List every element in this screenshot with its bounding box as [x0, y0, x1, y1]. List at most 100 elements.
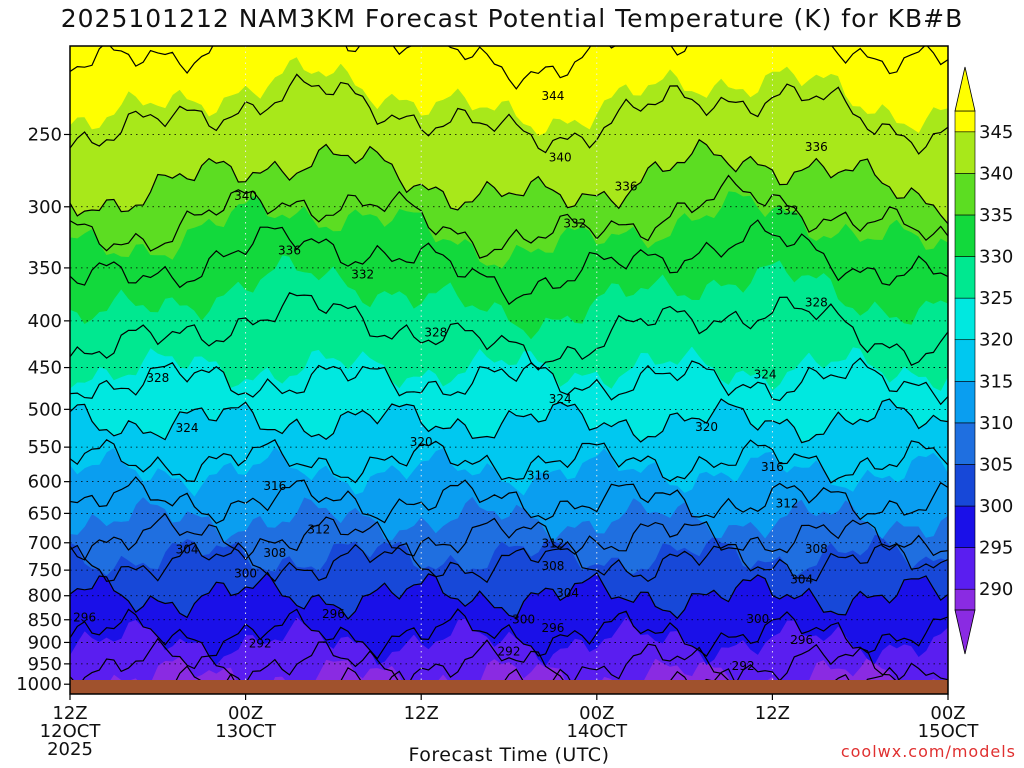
xtick-date-36: 14OCT	[566, 721, 628, 742]
contour-label-9: 328	[805, 296, 828, 310]
xtick-time-48: 12Z	[755, 703, 790, 724]
theta-contours	[70, 46, 948, 680]
contour-288	[70, 665, 900, 680]
contour-label-21: 312	[307, 523, 330, 537]
colorbar-bin-310	[954, 380, 976, 424]
contour-304	[70, 541, 948, 584]
contour-label-32: 296	[322, 607, 345, 621]
contour-label-25: 308	[541, 559, 564, 573]
ytick-label-1000: 1000	[16, 674, 62, 695]
xtick-time-12: 00Z	[228, 703, 263, 724]
contour-348	[70, 46, 948, 90]
colorbar-bin-340	[954, 131, 976, 174]
colorbar-label-310: 310	[979, 413, 1013, 434]
colorbar-bin-335	[954, 173, 976, 216]
contour-label-23: 308	[805, 542, 828, 556]
contour-label-35: 296	[73, 610, 96, 624]
colorbar-bin-320	[954, 297, 976, 341]
contour-344	[70, 73, 948, 155]
xtick-date-0: 12OCT	[40, 721, 102, 742]
contour-label-1: 340	[549, 151, 572, 165]
contour-label-33: 296	[541, 621, 564, 635]
x-axis-label: Forecast Time (UTC)	[408, 744, 610, 766]
contour-label-8: 332	[776, 204, 799, 218]
ytick-label-750: 750	[28, 560, 62, 581]
site-credit[interactable]: coolwx.com/models	[840, 742, 1016, 761]
ytick-label-600: 600	[28, 472, 62, 493]
contour-label-10: 328	[424, 326, 447, 340]
colorbar-bin-315	[954, 339, 976, 382]
colorbar-bin-305	[954, 422, 976, 465]
ytick-label-400: 400	[28, 311, 62, 332]
contour-label-38: 292	[732, 659, 755, 673]
chart-title: 2025101212 NAM3KM Forecast Potential Tem…	[60, 4, 964, 33]
contour-336	[70, 174, 948, 259]
contour-label-14: 324	[176, 421, 199, 435]
colorbar-label-320: 320	[979, 330, 1013, 351]
colorbar-bin-285	[954, 588, 976, 611]
xtick-time-60: 00Z	[930, 703, 965, 724]
ytick-label-650: 650	[28, 503, 62, 524]
contour-label-31: 300	[746, 612, 769, 626]
y-axis-ticks: 2503003504004505005506006507007508008509…	[16, 124, 70, 695]
contour-324	[70, 357, 948, 406]
contour-label-5: 336	[278, 244, 301, 258]
contour-label-20: 312	[776, 497, 799, 511]
contour-label-34: 296	[790, 633, 813, 647]
ytick-label-500: 500	[28, 399, 62, 420]
colorbar-label-295: 295	[979, 538, 1013, 559]
contour-320	[70, 398, 948, 444]
xtick-year-0: 2025	[47, 739, 93, 760]
contour-label-24: 308	[263, 546, 286, 560]
colorbar-label-290: 290	[979, 579, 1013, 600]
contour-332	[70, 219, 948, 306]
contour-label-11: 328	[146, 371, 169, 385]
xtick-time-24: 12Z	[404, 703, 439, 724]
contour-label-12: 324	[754, 368, 777, 382]
contour-label-3: 336	[615, 179, 638, 193]
colorbar-label-330: 330	[979, 247, 1013, 268]
colorbar-label-345: 345	[979, 122, 1013, 143]
contour-312	[70, 476, 948, 525]
colorbar-top-arrow	[954, 66, 976, 112]
contour-label-15: 320	[695, 420, 718, 434]
plot-frame	[69, 45, 949, 695]
contour-label-22: 312	[541, 536, 564, 550]
contour-label-18: 316	[527, 469, 550, 483]
ytick-label-300: 300	[28, 197, 62, 218]
contour-label-26: 304	[176, 543, 199, 557]
contour-300	[70, 571, 948, 620]
contour-308	[70, 512, 948, 561]
theta-field	[70, 46, 948, 680]
contour-label-30: 300	[512, 612, 535, 626]
colorbar-bin-300	[954, 464, 976, 507]
contour-label-28: 304	[556, 586, 579, 600]
contour-label-0: 344	[541, 89, 564, 103]
contour-292	[82, 637, 948, 680]
ytick-label-800: 800	[28, 586, 62, 607]
ytick-label-700: 700	[28, 533, 62, 554]
ytick-label-250: 250	[28, 124, 62, 145]
colorbar-bin-325	[954, 256, 976, 299]
contour-label-4: 336	[805, 140, 828, 154]
colorbar-bin-330	[954, 214, 976, 257]
contour-label-19: 316	[263, 479, 286, 493]
colorbar-bottom-arrow	[954, 609, 976, 655]
contour-label-13: 324	[549, 392, 572, 406]
ytick-label-900: 900	[28, 632, 62, 653]
colorbar: 345 340 335 330 325 320 315 310 305 300 295 290	[954, 66, 1013, 655]
contour-label-17: 316	[761, 460, 784, 474]
colorbar-label-340: 340	[979, 163, 1013, 184]
colorbar-label-325: 325	[979, 288, 1013, 309]
contour-340	[70, 138, 948, 225]
xtick-time-36: 00Z	[579, 703, 614, 724]
contour-label-29: 300	[234, 566, 257, 580]
ytick-label-450: 450	[28, 358, 62, 379]
xtick-date-12: 13OCT	[215, 721, 277, 742]
ground-strip	[70, 680, 948, 694]
contour-label-37: 292	[498, 645, 521, 659]
colorbar-label-315: 315	[979, 371, 1013, 392]
colorbar-label-305: 305	[979, 454, 1013, 475]
